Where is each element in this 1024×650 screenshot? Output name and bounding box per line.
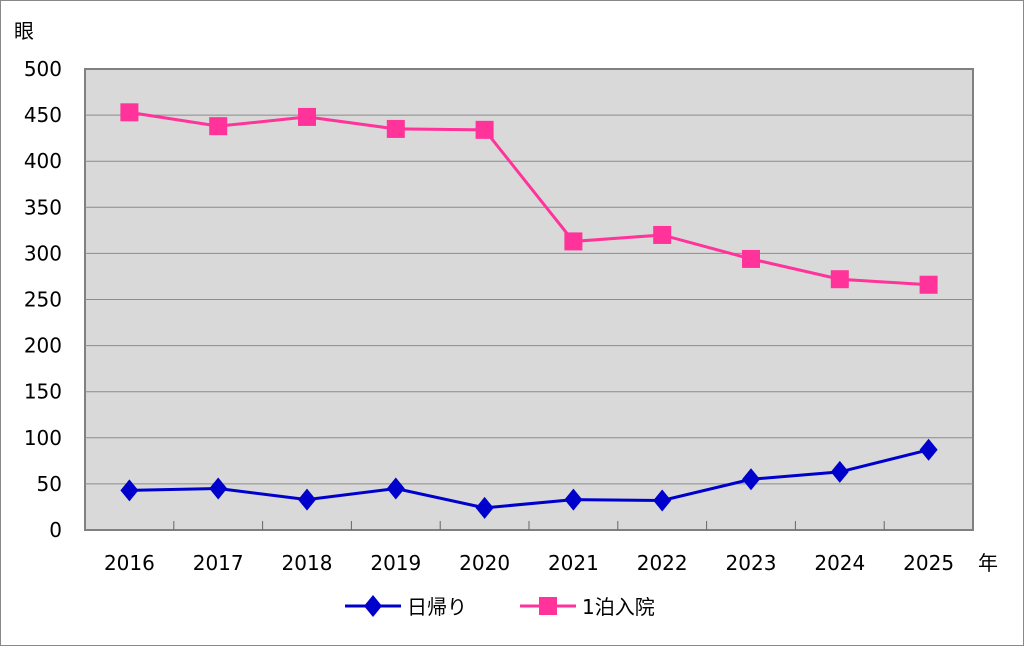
x-tick-label: 2020 bbox=[459, 551, 510, 575]
x-tick-label: 2018 bbox=[282, 551, 333, 575]
y-tick-label: 200 bbox=[24, 334, 62, 358]
data-point bbox=[475, 496, 494, 519]
y-tick-label: 100 bbox=[24, 426, 62, 450]
y-tick-label: 500 bbox=[24, 57, 62, 81]
legend-label: 1泊入院 bbox=[582, 595, 655, 619]
data-point bbox=[564, 488, 583, 511]
data-point bbox=[653, 225, 672, 244]
y-tick-label: 50 bbox=[37, 472, 62, 496]
x-tick-label: 2021 bbox=[548, 551, 599, 575]
x-tick-label: 2016 bbox=[104, 551, 155, 575]
data-point bbox=[475, 120, 494, 139]
x-tick-label: 2023 bbox=[726, 551, 777, 575]
y-tick-label: 300 bbox=[24, 241, 62, 265]
series-line bbox=[129, 448, 929, 510]
legend-label: 日帰り bbox=[407, 595, 467, 619]
data-point bbox=[919, 438, 938, 461]
data-point bbox=[298, 107, 316, 126]
data-point bbox=[564, 232, 583, 251]
x-axis-label: 年 bbox=[978, 551, 998, 575]
data-point bbox=[209, 117, 228, 136]
data-point bbox=[919, 275, 938, 294]
x-tick-label: 2017 bbox=[193, 551, 244, 575]
x-tick-label: 2022 bbox=[637, 551, 688, 575]
y-tick-label: 0 bbox=[49, 518, 62, 542]
y-tick-label: 150 bbox=[24, 380, 62, 404]
data-point bbox=[386, 119, 405, 138]
data-point bbox=[830, 460, 849, 483]
y-tick-label: 400 bbox=[24, 149, 62, 173]
x-tick-label: 2019 bbox=[370, 551, 421, 575]
data-point bbox=[209, 477, 228, 500]
data-point bbox=[298, 488, 316, 511]
y-axis-label: 眼 bbox=[14, 19, 34, 43]
y-tick-label: 250 bbox=[24, 288, 62, 312]
y-tick-label: 450 bbox=[24, 103, 62, 127]
legend-marker bbox=[364, 595, 382, 617]
data-point bbox=[120, 103, 139, 122]
series-0 bbox=[120, 438, 938, 519]
data-point bbox=[742, 249, 760, 268]
x-tick-label: 2024 bbox=[814, 551, 865, 575]
data-point bbox=[386, 477, 405, 500]
series-line bbox=[129, 110, 929, 287]
y-tick-label: 350 bbox=[24, 195, 62, 219]
data-point bbox=[120, 479, 139, 502]
data-point bbox=[653, 489, 672, 512]
data-point bbox=[830, 270, 849, 289]
x-tick-label: 2025 bbox=[903, 551, 954, 575]
legend-marker bbox=[539, 597, 557, 615]
series-1 bbox=[120, 103, 938, 294]
data-point bbox=[742, 468, 760, 491]
